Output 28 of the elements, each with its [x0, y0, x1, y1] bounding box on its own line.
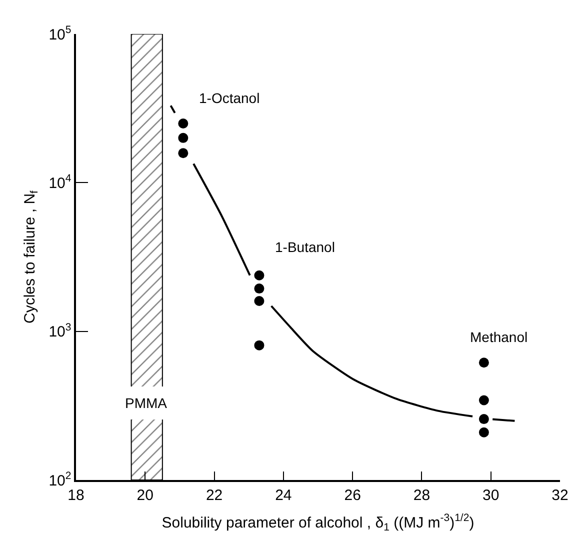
point — [254, 284, 264, 294]
band-label: PMMA — [125, 395, 168, 411]
y-tick-label: 10$^{3}$ — [48, 321, 72, 341]
x-axis-title: Solubility parameter of alcohol , δ$_{1}$ ((MJ m$^{-3}$)$^{1/2}$) — [162, 512, 474, 534]
x-tick-label: 22 — [206, 486, 223, 504]
x-tick-label: 20 — [136, 486, 154, 504]
x-tick-label: 30 — [482, 486, 500, 504]
point — [254, 296, 264, 306]
annotation: Methanol — [470, 329, 528, 345]
x-tick-label: 26 — [344, 486, 361, 504]
point — [178, 118, 188, 129]
y-tick-label: 10$^{5}$ — [48, 24, 72, 44]
x-tick-label: 18 — [68, 486, 84, 504]
point — [178, 148, 188, 158]
point — [478, 358, 489, 368]
point — [478, 427, 489, 438]
annotation: 1-Octanol — [199, 90, 260, 106]
point — [254, 270, 264, 280]
y-tick-label: 10$^{2}$ — [48, 470, 72, 490]
x-tick-label: 24 — [275, 486, 292, 504]
point — [178, 132, 188, 143]
annotation: 1-Butanol — [275, 239, 335, 255]
x-tick-label: 28 — [413, 486, 430, 504]
point — [478, 395, 489, 406]
point — [254, 340, 264, 350]
y-tick-label: 10$^{4}$ — [48, 172, 72, 192]
point — [478, 414, 489, 424]
x-tick-label: 32 — [552, 486, 568, 504]
